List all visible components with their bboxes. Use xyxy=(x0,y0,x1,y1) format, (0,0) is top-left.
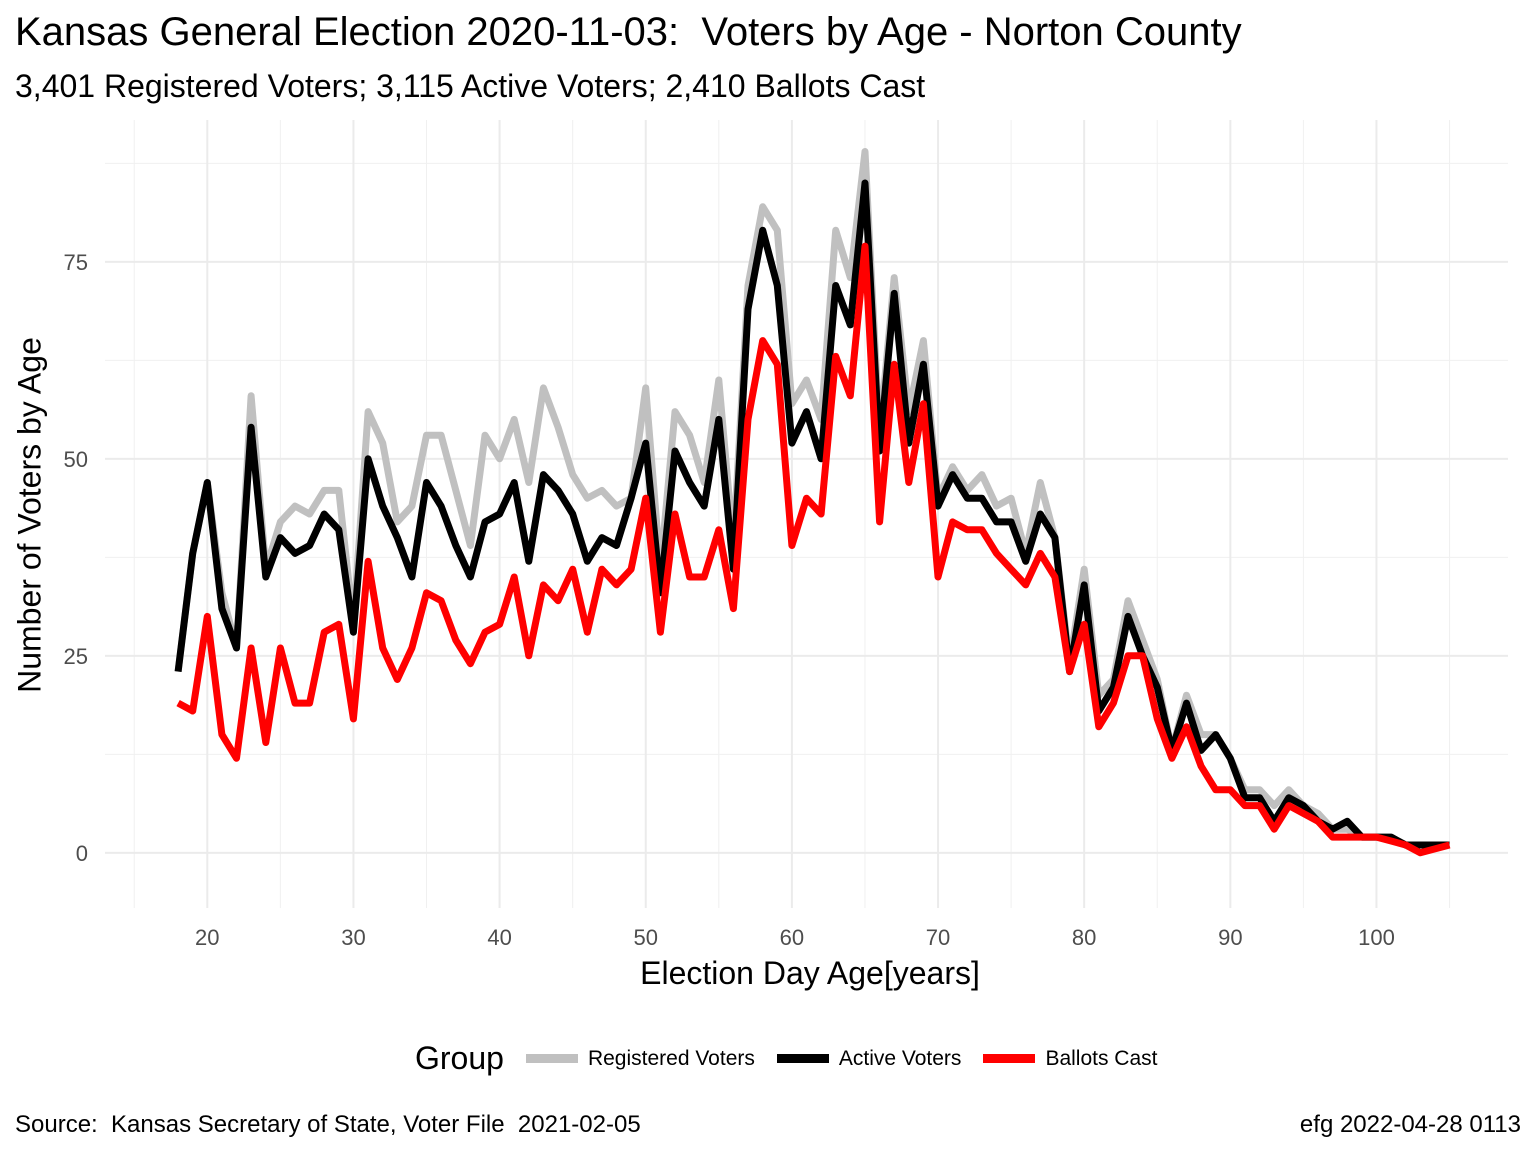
legend-key-active xyxy=(776,1054,829,1063)
x-tick-label: 30 xyxy=(341,925,365,950)
x-tick-label: 70 xyxy=(926,925,950,950)
y-tick-label: 75 xyxy=(64,250,88,275)
chart-title: Kansas General Election 2020-11-03: Vote… xyxy=(15,10,1242,54)
credit-caption: efg 2022-04-28 0113 xyxy=(1299,1111,1521,1138)
x-axis-title: Election Day Age[years] xyxy=(640,955,980,991)
y-tick-label: 50 xyxy=(64,447,88,472)
y-axis-title: Number of Voters by Age xyxy=(11,337,48,693)
x-tick-label: 90 xyxy=(1218,925,1242,950)
legend-item-ballots: Ballots Cast xyxy=(983,1047,1157,1071)
legend-title: Group xyxy=(415,1040,504,1076)
x-tick-label: 100 xyxy=(1358,925,1395,950)
legend-item-active: Active Voters xyxy=(776,1046,962,1071)
chart-subtitle: 3,401 Registered Voters; 3,115 Active Vo… xyxy=(15,68,926,104)
series-lines xyxy=(174,148,1451,857)
x-tick-label: 80 xyxy=(1072,925,1096,950)
x-axis-ticks: 20 30 40 50 60 70 80 90 100 xyxy=(195,925,1395,950)
legend-label-registered: Registered Voters xyxy=(587,1046,755,1070)
ballots-cast-line xyxy=(176,242,1451,857)
major-gridlines xyxy=(105,120,1508,908)
legend-key-registered xyxy=(525,1054,578,1063)
y-tick-label: 25 xyxy=(64,644,88,669)
x-tick-label: 50 xyxy=(633,925,657,950)
y-tick-label: 0 xyxy=(76,841,88,866)
legend-key-ballots xyxy=(983,1054,1036,1063)
source-caption: Source: Kansas Secretary of State, Voter… xyxy=(15,1111,641,1138)
x-tick-label: 40 xyxy=(487,925,511,950)
minor-gridlines xyxy=(105,120,1508,908)
registered-voters-line xyxy=(174,148,1450,849)
legend-label-ballots: Ballots Cast xyxy=(1045,1046,1158,1070)
legend-label-active: Active Voters xyxy=(838,1046,962,1070)
legend: Group Registered Voters Active Voters Ba… xyxy=(415,1040,1179,1077)
y-axis-ticks: 0 25 50 75 xyxy=(64,250,88,866)
x-tick-label: 20 xyxy=(195,925,219,950)
x-tick-label: 60 xyxy=(780,925,804,950)
active-voters-line xyxy=(174,179,1450,849)
legend-item-registered: Registered Voters xyxy=(525,1046,755,1071)
